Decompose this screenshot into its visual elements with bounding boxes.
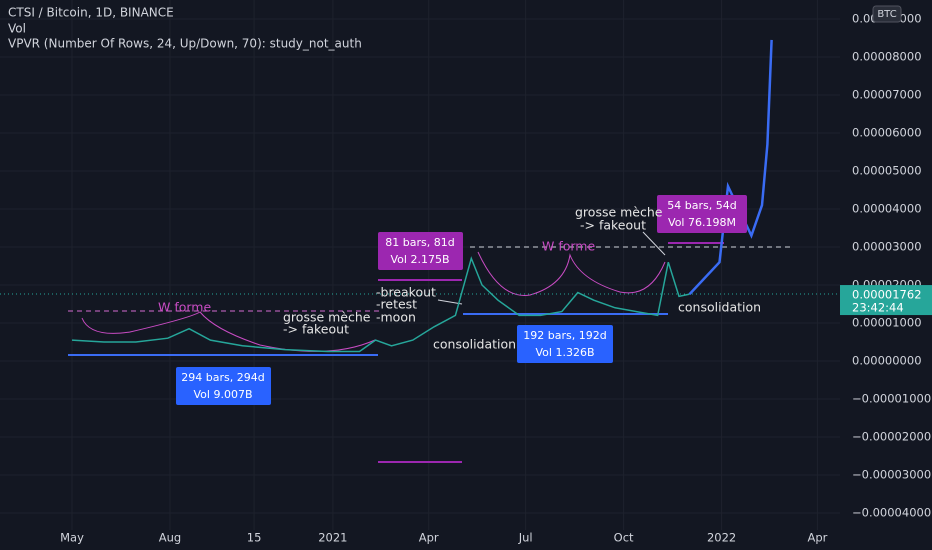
annotation: -moon [376,310,416,325]
range-box [176,367,271,405]
bar-countdown: 23:42:44 [852,301,904,315]
grid [0,0,840,530]
indicator-label: Vol [8,22,26,36]
y-tick-label: −0.00004000 [852,506,931,520]
y-tick-label: −0.00001000 [852,392,931,406]
range-box-text: Vol 76.198M [668,216,736,229]
y-tick-label: 0.00004000 [852,202,922,216]
price-line [688,39,773,295]
y-tick-label: −0.00003000 [852,468,931,482]
y-tick-label: 0.00005000 [852,164,922,178]
annotation: W forme [542,239,595,254]
annotation: grosse mèche [283,310,371,325]
annotation: consolidation [678,300,761,315]
last-price-label: 0.00001762 [852,288,922,302]
y-tick-label: 0.00006000 [852,126,922,140]
x-tick-label: Aug [159,531,181,545]
drawings [68,231,790,463]
x-tick-label: May [60,531,84,545]
annotation: -> fakeout [283,322,349,337]
x-tick-label: 15 [247,531,262,545]
annotation: consolidation [433,337,516,352]
x-axis: May Aug 15 2021 Apr Jul Oct 2022 Apr [60,531,828,545]
range-box-text: Vol 2.175B [391,253,450,266]
range-box-text: 294 bars, 294d [181,371,264,384]
pointer [642,231,666,256]
x-tick-label: 2021 [318,531,347,545]
y-tick-label: 0.00000000 [852,354,922,368]
annotation: -> fakeout [580,218,646,233]
x-tick-label: Jul [518,531,533,545]
y-tick-label: 0.00008000 [852,50,922,64]
annotation: W forme [158,300,211,315]
range-box-text: 192 bars, 192d [523,329,606,342]
y-tick-label: −0.00002000 [852,430,931,444]
range-box [657,195,747,233]
x-tick-label: Apr [807,531,827,545]
scale-button-label[interactable]: BTC [877,9,896,20]
range-box-text: 54 bars, 54d [667,199,736,212]
x-tick-label: 2022 [707,531,736,545]
range-box-text: 81 bars, 81d [385,236,454,249]
range-box [517,325,613,363]
last-price-badge [840,285,932,316]
indicator-label: VPVR (Number Of Rows, 24, Up/Down, 70): … [8,37,362,51]
range-box [378,232,463,270]
scale-button[interactable] [872,5,902,23]
y-tick-label: 0.00007000 [852,88,922,102]
chart-title: CTSI / Bitcoin, 1D, BINANCE [8,6,174,20]
annotation: grosse mèche [575,205,663,220]
range-box-text: Vol 1.326B [536,346,595,359]
x-tick-label: Oct [614,531,634,545]
annotation: -breakout [376,285,436,300]
plot-area [0,39,840,353]
y-tick-label: 0.00003000 [852,240,922,254]
range-box-text: Vol 9.007B [194,388,253,401]
price-line [71,256,690,353]
y-tick-label: 0.00001000 [852,316,922,330]
annotation: -retest [376,297,417,312]
price-scale [840,0,932,550]
x-tick-label: Apr [419,531,439,545]
w-curve [477,251,666,296]
y-axis: 0.000090000.000080000.000070000.00006000… [852,12,931,520]
